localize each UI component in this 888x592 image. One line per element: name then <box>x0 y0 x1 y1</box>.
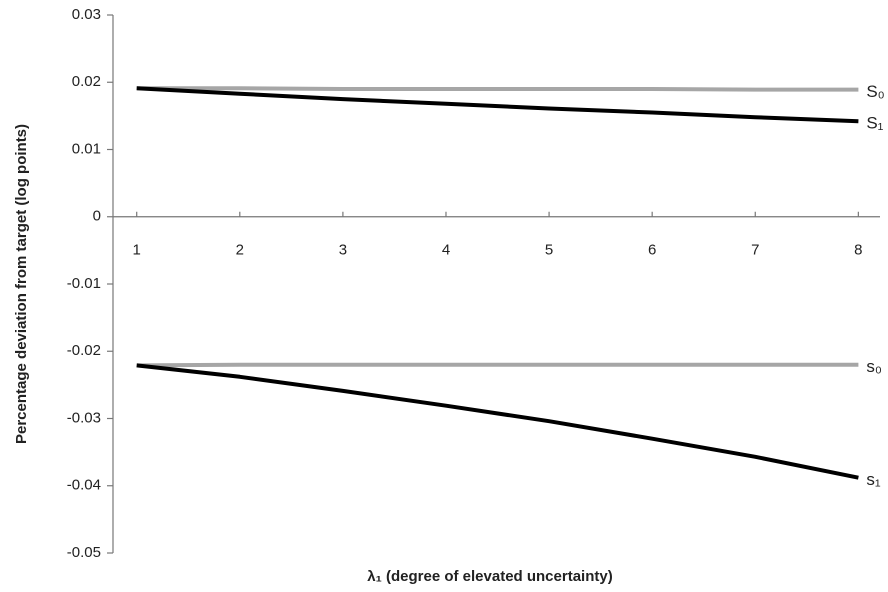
x-tick-label: 3 <box>339 242 347 259</box>
series-line <box>136 362 859 368</box>
y-tick-label: 0.01 <box>72 140 101 157</box>
x-tick-label: 7 <box>751 242 759 259</box>
y-axis-label: Percentage deviation from target (log po… <box>13 124 30 444</box>
series-label: S₀ <box>866 82 884 101</box>
x-tick-label: 2 <box>236 242 244 259</box>
y-tick-label: -0.02 <box>67 342 101 359</box>
series-line <box>136 363 859 480</box>
x-tick-label: 5 <box>545 242 553 259</box>
y-tick-label: -0.01 <box>67 275 101 292</box>
x-tick-label: 4 <box>442 242 450 259</box>
series-line <box>136 86 859 124</box>
y-tick-label: -0.05 <box>67 544 101 561</box>
x-tick-label: 8 <box>854 242 862 259</box>
x-axis-label: λ₁ (degree of elevated uncertainty) <box>367 568 612 585</box>
series-label: s₁ <box>866 470 881 489</box>
x-tick-label: 6 <box>648 242 656 259</box>
y-tick-label: 0 <box>93 208 101 225</box>
series-label: S₁ <box>866 114 883 133</box>
y-tick-label: -0.04 <box>67 477 101 494</box>
y-tick-label: 0.03 <box>72 6 101 23</box>
series-line <box>136 86 859 92</box>
y-tick-label: -0.03 <box>67 409 101 426</box>
x-tick-label: 1 <box>133 242 141 259</box>
y-tick-label: 0.02 <box>72 73 101 90</box>
series-label: s₀ <box>866 357 882 376</box>
